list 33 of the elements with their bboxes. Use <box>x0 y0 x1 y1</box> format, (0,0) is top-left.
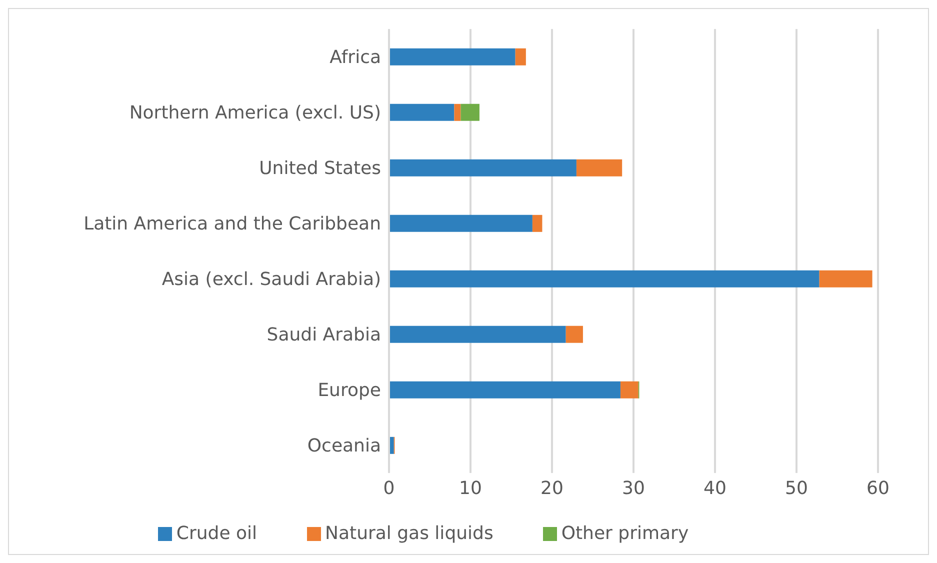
x-tick-label: 20 <box>540 478 564 499</box>
bar <box>460 104 480 121</box>
y-tick-label: Latin America and the Caribbean <box>84 214 381 235</box>
bar <box>389 104 454 121</box>
bar <box>620 381 638 398</box>
bar <box>819 270 872 288</box>
bar <box>389 326 566 343</box>
bar <box>389 48 516 66</box>
legend-label: Natural gas liquids <box>325 523 494 544</box>
x-tick-label: 30 <box>622 478 645 499</box>
legend-label: Other primary <box>561 523 689 544</box>
legend-label: Crude oil <box>176 523 258 544</box>
x-tick-label: 0 <box>383 478 395 499</box>
x-tick-label: 50 <box>785 478 808 499</box>
bar <box>566 326 583 343</box>
bar <box>532 214 542 232</box>
y-tick-label: Africa <box>330 47 381 68</box>
bar <box>389 381 620 398</box>
bar <box>389 214 532 232</box>
bar <box>389 159 576 176</box>
y-tick-label: Saudi Arabia <box>266 324 381 346</box>
y-tick-label: Europe <box>318 380 381 402</box>
x-tick-label: 40 <box>704 478 726 499</box>
bar <box>515 48 526 66</box>
bar <box>576 159 622 176</box>
bar <box>389 270 820 288</box>
x-tick-label: 10 <box>459 478 482 499</box>
y-tick-label: United States <box>259 158 381 180</box>
y-tick-label: Oceania <box>307 436 381 457</box>
y-tick-label: Northern America (excl. US) <box>129 102 381 124</box>
y-tick-label: Asia (excl. Saudi Arabia) <box>162 269 381 290</box>
x-tick-label: 60 <box>866 478 890 499</box>
bar <box>454 104 461 121</box>
